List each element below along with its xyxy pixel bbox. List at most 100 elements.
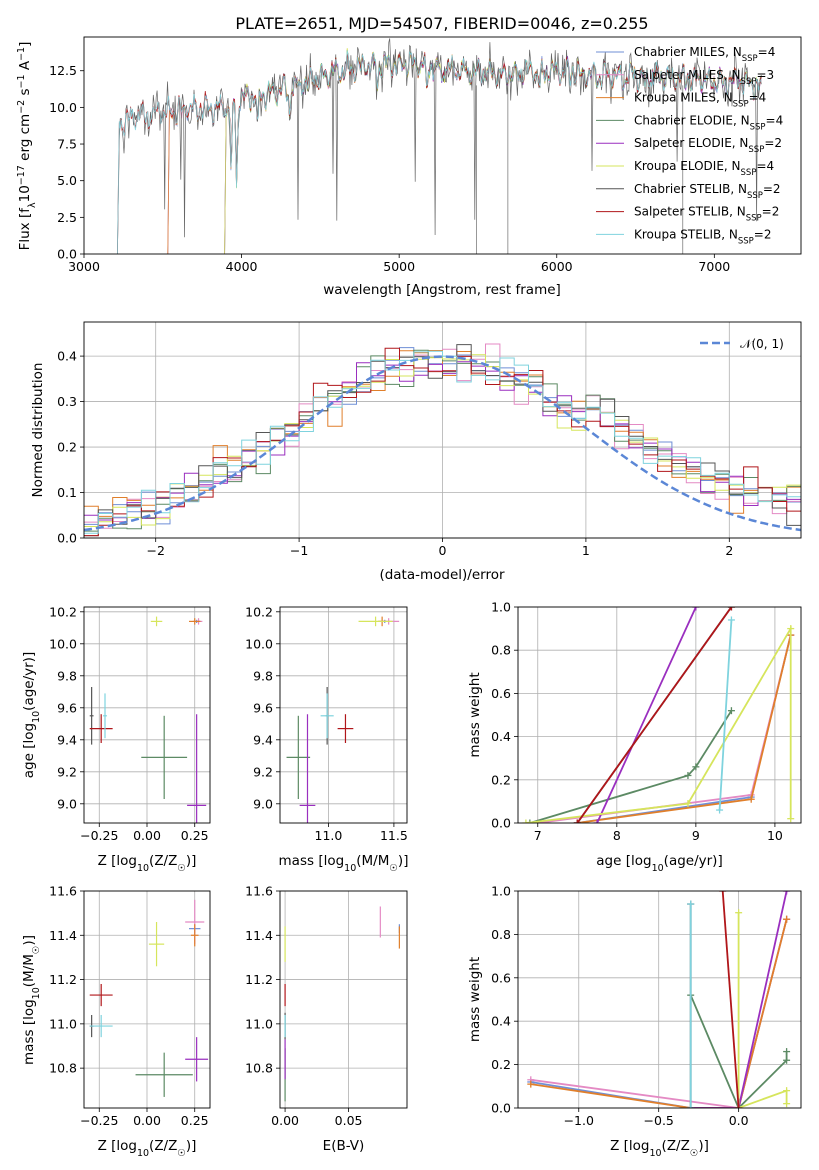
y-tick-label: 12.5 [49, 63, 77, 78]
y-tick-label: 9.2 [57, 764, 77, 779]
x-axis-label: age [log10(age/yr)] [596, 853, 722, 874]
legend-label: 𝒩(0, 1) [740, 337, 784, 351]
histogram-series-line [84, 350, 801, 534]
x-tick-label: 7 [534, 828, 542, 843]
weight-series-line [576, 607, 733, 823]
y-tick-label: 9.4 [253, 732, 273, 747]
y-tick-label: 9.6 [253, 700, 273, 715]
spectrum-legend: Chabrier MILES, NSSP=4 Salpeter MILES, NS… [596, 45, 783, 246]
weight_vs_Z-panel: −1.0 −0.5 0.0 0.0 0.2 0.4 0.6 0.8 1.0 Z [log10(Z/… [467, 884, 802, 1159]
y-tick-label: 10.2 [49, 604, 77, 619]
x-tick-label: −2 [146, 543, 164, 558]
histogram-series-line [84, 344, 801, 537]
weight-series-line [690, 891, 788, 1108]
y-tick-label: 7.5 [57, 137, 77, 152]
y-tick-label: 11.2 [245, 972, 273, 987]
y-tick-label: 5.0 [57, 173, 77, 188]
legend-label: Salpeter STELIB, NSSP=2 [634, 205, 779, 224]
legend-label: Salpeter ELODIE, NSSP=2 [634, 136, 782, 155]
x-tick-label: 0.25 [181, 1113, 209, 1128]
x-tick-label: −1.0 [564, 1113, 594, 1128]
spectrum-panel: 3000 4000 5000 6000 7000 0.0 2.5 5.0 7.5 10.0 12.5… [16, 14, 802, 298]
y-tick-label: 1.0 [491, 884, 511, 899]
mass_vs_Z-plot-area [89, 899, 209, 1097]
x-tick-label: 10 [767, 828, 783, 843]
y-tick-label: 10.0 [49, 100, 77, 115]
age_vs_mass-plot-area [286, 616, 400, 823]
weight-series-line [718, 619, 733, 811]
weight_vs_age-plot-area [522, 607, 795, 823]
x-axis-label: E(B-V) [323, 1138, 365, 1154]
y-axis-label: Normed distribution [30, 363, 46, 498]
age_vs_Z-grid [84, 607, 210, 823]
y-tick-label: 9.0 [57, 796, 77, 811]
y-tick-label: 0.2 [57, 440, 77, 455]
y-tick-label: 0.0 [57, 531, 77, 546]
x-tick-label: 11.5 [380, 828, 408, 843]
normal-curve [84, 355, 801, 532]
y-tick-label: 2.5 [57, 210, 77, 225]
x-axis-label: Z [log10(Z/Z☉)] [98, 1138, 197, 1159]
mass_vs_ebv-grid [280, 890, 407, 1108]
legend-label: Kroupa MILES, NSSP=4 [634, 91, 766, 110]
spectrum-ticks: 3000 4000 5000 6000 7000 0.0 2.5 5.0 7.5 10.0 12.5 [49, 63, 730, 274]
y-tick-label: 9.6 [57, 700, 77, 715]
x-axis-label: mass [log10(M/M☉)] [279, 853, 409, 874]
weight_vs_age-grid [518, 606, 801, 824]
x-tick-label: 0.05 [335, 1113, 363, 1128]
y-tick-label: 0.0 [491, 1101, 511, 1116]
residuals-frame [83, 321, 802, 539]
y-tick-label: 11.4 [49, 928, 77, 943]
y-tick-label: 11.0 [245, 1016, 273, 1031]
weight-series-line [530, 918, 788, 1108]
y-tick-label: 0.8 [491, 927, 511, 942]
y-tick-label: 9.0 [253, 796, 273, 811]
y-tick-label: 10.8 [49, 1061, 77, 1076]
x-tick-label: 7000 [698, 259, 730, 274]
y-axis-label: age [log10(age/yr)] [21, 652, 42, 778]
spectrum-frame [83, 36, 802, 255]
y-tick-label: 0.1 [57, 485, 77, 500]
y-axis-label: mass weight [467, 672, 483, 757]
y-tick-label: 11.4 [245, 928, 273, 943]
spectrum-series-line [167, 51, 762, 254]
age_vs_mass-frame [279, 606, 408, 824]
weight-series-line [721, 891, 740, 1108]
y-tick-label: 0.3 [57, 394, 77, 409]
x-tick-label: 0.25 [181, 828, 209, 843]
x-tick-label: 3000 [68, 259, 100, 274]
histogram-series-line [84, 350, 801, 517]
y-tick-label: 0.0 [491, 816, 511, 831]
y-tick-label: 0.6 [491, 970, 511, 985]
y-tick-label: 9.8 [253, 668, 273, 683]
y-tick-label: 10.0 [49, 636, 77, 651]
x-axis-label: Z [log10(Z/Z☉)] [98, 853, 197, 874]
x-tick-label: 0.00 [133, 1113, 161, 1128]
y-tick-label: 10.8 [245, 1061, 273, 1076]
weight_vs_Z-frame [517, 890, 802, 1109]
age_vs_Z-ticks: −0.25 0.00 0.25 9.0 9.2 9.4 9.6 9.8 10.0 10.2 [49, 604, 208, 843]
legend-label: Chabrier MILES, NSSP=4 [634, 45, 775, 64]
weight-series-line [596, 607, 697, 823]
y-tick-label: 0.0 [57, 247, 77, 262]
residuals-plot-area [84, 343, 801, 537]
weight-series-line [525, 625, 792, 823]
histogram-series-line [84, 354, 801, 527]
weight_vs_age-panel: 7 8 9 10 0.0 0.2 0.4 0.6 0.8 1.0 age [log10(age/yr… [467, 600, 802, 874]
y-tick-label: 11.0 [49, 1016, 77, 1031]
y-tick-label: 11.6 [245, 884, 273, 899]
legend-label: Kroupa STELIB, NSSP=2 [634, 227, 772, 246]
y-tick-label: 11.6 [49, 884, 77, 899]
weight-series-line [689, 994, 788, 1108]
spectrum-series-line [167, 51, 762, 254]
weight-series-line [737, 912, 788, 1108]
age_vs_mass-grid [280, 607, 407, 823]
y-tick-label: 0.4 [57, 349, 77, 364]
y-tick-label: 10.2 [245, 604, 273, 619]
y-tick-label: 11.2 [49, 972, 77, 987]
legend-label: Chabrier STELIB, NSSP=2 [634, 182, 781, 201]
y-tick-label: 9.8 [57, 668, 77, 683]
weight_vs_Z-grid [518, 890, 801, 1109]
age_vs_Z-plot-area [89, 616, 207, 823]
